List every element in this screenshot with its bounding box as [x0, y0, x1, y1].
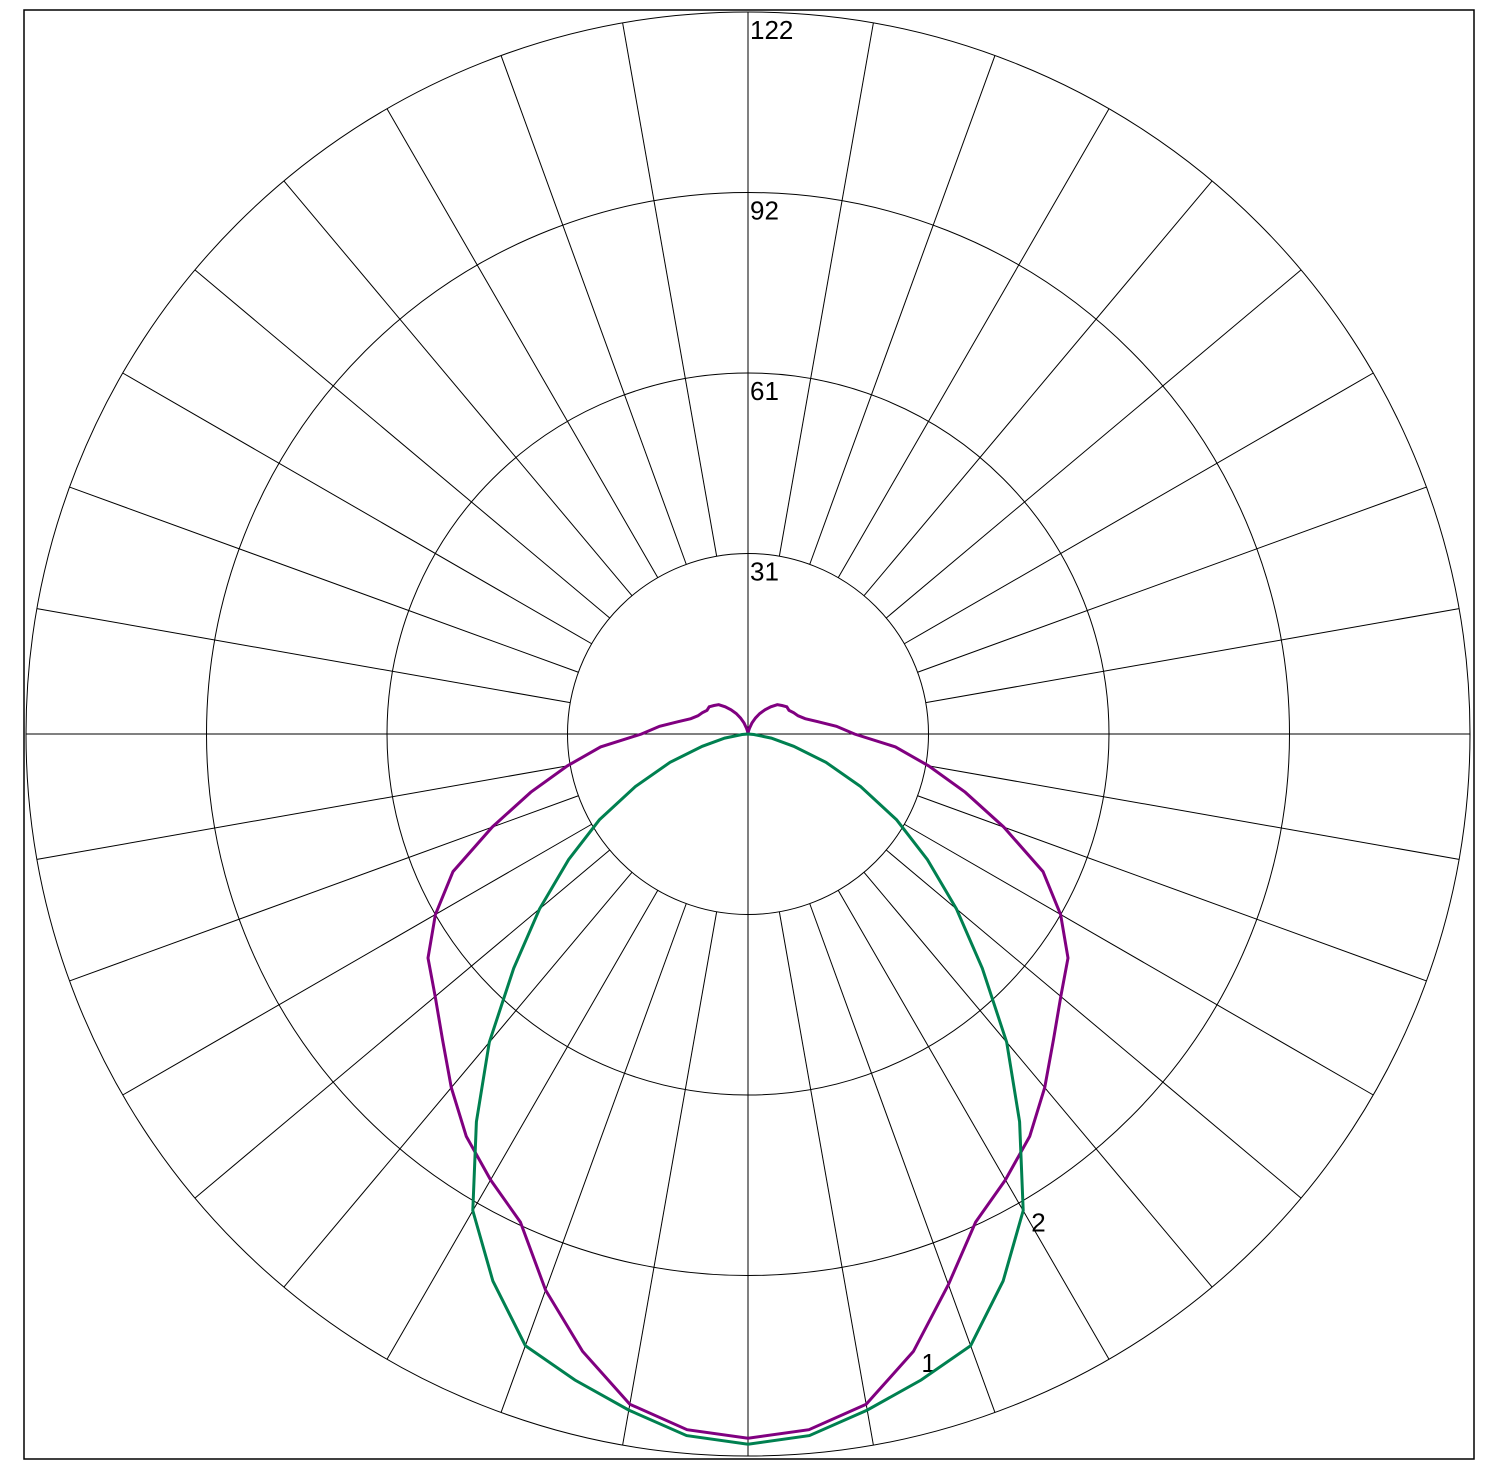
spoke: [69, 486, 579, 673]
spoke: [837, 108, 1110, 578]
spoke: [863, 871, 1213, 1288]
spoke: [809, 903, 996, 1413]
spoke: [500, 903, 687, 1413]
spoke: [904, 823, 1374, 1096]
spoke: [386, 890, 659, 1360]
spoke: [122, 372, 592, 645]
r-tick-label: 122: [750, 15, 793, 45]
spoke: [622, 911, 718, 1446]
series-line: [471, 732, 1025, 1446]
r-tick-label: 92: [750, 195, 779, 225]
series-label: 2: [1031, 1208, 1045, 1238]
spoke: [283, 180, 633, 597]
spoke: [69, 795, 579, 982]
frame: [23, 9, 1475, 1460]
spoke: [778, 911, 874, 1446]
spoke: [917, 486, 1427, 673]
spoke: [778, 22, 874, 557]
spoke: [194, 269, 611, 619]
spoke: [122, 823, 592, 1096]
spoke: [283, 871, 633, 1288]
spoke: [622, 22, 718, 557]
r-tick-label: 31: [750, 556, 779, 586]
spoke: [917, 795, 1427, 982]
spoke: [863, 180, 1213, 597]
spoke: [904, 372, 1374, 645]
spoke: [809, 55, 996, 565]
spoke: [386, 108, 659, 578]
spoke: [36, 608, 571, 704]
r-tick-label: 61: [750, 376, 779, 406]
spoke: [925, 764, 1460, 860]
spoke: [925, 608, 1460, 704]
spoke: [837, 890, 1110, 1360]
series-line: [426, 703, 1070, 1440]
spoke: [885, 269, 1302, 619]
spoke: [500, 55, 687, 565]
spoke: [36, 764, 571, 860]
